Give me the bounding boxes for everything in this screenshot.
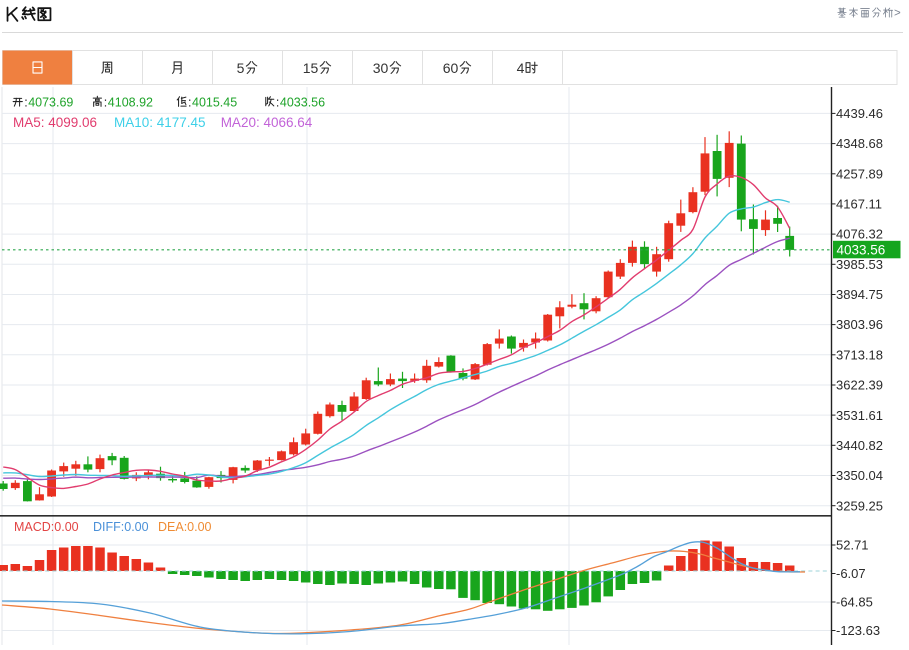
svg-text:4257.89: 4257.89 <box>836 166 883 181</box>
svg-text:4: 4 <box>517 60 525 76</box>
svg-text::: : <box>104 95 107 109</box>
svg-text::: : <box>24 95 27 109</box>
svg-text:MA5: 4099.06: MA5: 4099.06 <box>13 115 97 130</box>
svg-text:3531.61: 3531.61 <box>836 408 883 423</box>
svg-text:1: 1 <box>303 60 311 76</box>
svg-text:3440.82: 3440.82 <box>836 438 883 453</box>
svg-text:DEA:0.00: DEA:0.00 <box>158 520 212 534</box>
svg-text:4108.92: 4108.92 <box>108 95 153 109</box>
svg-text:-123.63: -123.63 <box>836 623 880 638</box>
svg-text:0: 0 <box>451 60 459 76</box>
svg-text:MA10: 4177.45: MA10: 4177.45 <box>114 115 206 130</box>
svg-text:-6.07: -6.07 <box>836 566 866 581</box>
svg-text::: : <box>188 95 191 109</box>
svg-text:3713.18: 3713.18 <box>836 347 883 362</box>
svg-text:6: 6 <box>443 60 451 76</box>
svg-text:3985.53: 3985.53 <box>836 257 883 272</box>
svg-text:-64.85: -64.85 <box>836 595 873 610</box>
svg-text:5: 5 <box>237 60 245 76</box>
svg-text:3622.39: 3622.39 <box>836 378 883 393</box>
svg-text:>: > <box>894 8 901 20</box>
svg-text:4015.45: 4015.45 <box>192 95 237 109</box>
svg-text:DIFF:0.00: DIFF:0.00 <box>93 520 149 534</box>
svg-text::: : <box>276 95 279 109</box>
svg-text:52.71: 52.71 <box>836 538 869 553</box>
svg-text:MACD:0.00: MACD:0.00 <box>14 520 79 534</box>
svg-text:5: 5 <box>311 60 319 76</box>
svg-text:3259.25: 3259.25 <box>836 498 883 513</box>
svg-text:3894.75: 3894.75 <box>836 287 883 302</box>
svg-text:4073.69: 4073.69 <box>28 95 73 109</box>
svg-text:3: 3 <box>373 60 381 76</box>
svg-text:0: 0 <box>381 60 389 76</box>
svg-text:4033.56: 4033.56 <box>280 95 325 109</box>
svg-text:3350.04: 3350.04 <box>836 468 883 483</box>
svg-text:4439.46: 4439.46 <box>836 106 883 121</box>
svg-text:4167.11: 4167.11 <box>836 197 882 212</box>
svg-text:4076.32: 4076.32 <box>836 227 883 242</box>
svg-text:4348.68: 4348.68 <box>836 136 883 151</box>
svg-text:MA20: 4066.64: MA20: 4066.64 <box>221 115 313 130</box>
svg-text:4033.56: 4033.56 <box>837 242 886 257</box>
svg-text:3803.96: 3803.96 <box>836 317 883 332</box>
